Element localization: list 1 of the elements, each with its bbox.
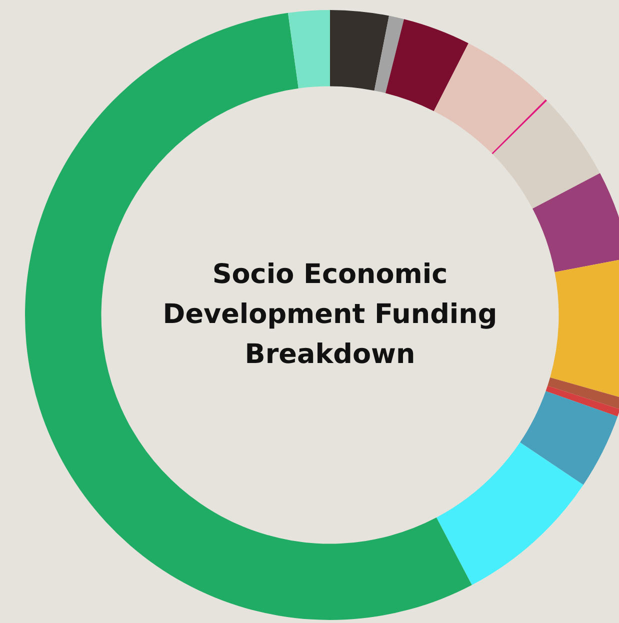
text: Socio Economic Development Funding Breakdown [162,258,498,372]
